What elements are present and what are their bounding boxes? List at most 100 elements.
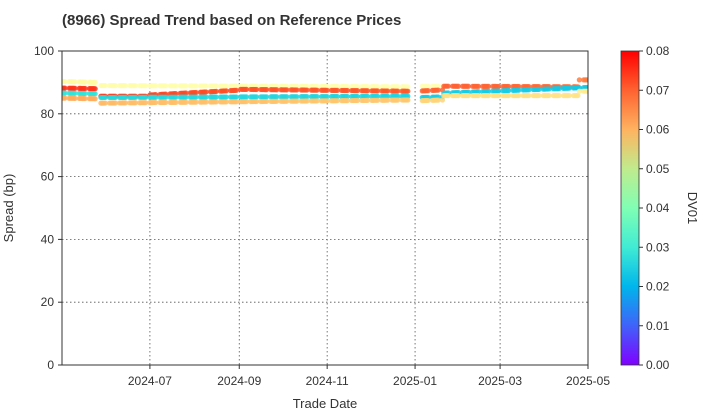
data-point <box>62 90 68 96</box>
data-point <box>344 87 350 94</box>
data-point <box>546 92 552 99</box>
data-point <box>465 92 471 99</box>
data-point <box>193 94 199 100</box>
data-point <box>294 94 300 100</box>
data-point <box>435 97 441 103</box>
y-tick-label: 40 <box>41 232 55 246</box>
data-point <box>183 90 189 96</box>
data-point <box>183 83 189 89</box>
x-tick-label: 2024-09 <box>217 374 261 388</box>
data-point <box>314 98 320 104</box>
data-point <box>72 95 78 101</box>
y-tick-label: 20 <box>41 295 55 309</box>
data-point <box>112 100 118 106</box>
data-point <box>485 88 492 94</box>
data-point <box>354 83 361 90</box>
data-point <box>364 88 371 94</box>
colorbar-ticks: 0.00 0.01 0.02 0.03 0.04 0.05 0.06 0.07 0.08 <box>639 44 670 372</box>
data-point <box>364 93 371 99</box>
data-point <box>314 87 320 93</box>
data-point <box>243 99 250 105</box>
data-point <box>435 83 441 89</box>
data-point <box>122 83 129 89</box>
y-tick-label: 0 <box>47 358 54 372</box>
data-point <box>122 100 129 106</box>
data-point <box>92 91 98 97</box>
data-point <box>153 83 159 89</box>
colorbar-tick-label: 0.08 <box>646 44 670 58</box>
data-point <box>465 83 471 89</box>
data-point <box>546 86 552 92</box>
data-point <box>62 78 68 85</box>
data-point <box>193 89 199 96</box>
data-point <box>304 94 310 100</box>
x-tick-label: 2025-01 <box>393 374 437 388</box>
data-point <box>556 85 562 92</box>
data-point <box>344 98 350 104</box>
data-point <box>153 99 159 106</box>
data-point <box>82 95 88 102</box>
data-point <box>354 93 361 100</box>
data-point <box>304 98 310 104</box>
data-point <box>445 92 451 99</box>
data-point <box>163 83 169 89</box>
data-point <box>102 82 108 89</box>
data-point <box>485 92 492 99</box>
chart-title: (8966) Spread Trend based on Reference P… <box>62 12 401 29</box>
data-point <box>102 100 108 106</box>
data-point <box>193 83 199 89</box>
data-point <box>203 94 209 100</box>
x-axis-label: Trade Date <box>293 396 358 411</box>
data-point <box>284 87 290 93</box>
data-point <box>72 90 78 96</box>
data-point <box>576 88 582 94</box>
data-point <box>334 98 340 104</box>
data-point <box>425 97 431 104</box>
data-point <box>92 96 98 102</box>
data-point <box>496 83 502 90</box>
data-point <box>92 86 98 92</box>
data-point <box>334 93 340 100</box>
data-point <box>274 98 280 104</box>
data-point <box>264 87 270 93</box>
data-point <box>82 90 88 97</box>
x-tick-label: 2024-11 <box>306 374 349 388</box>
data-point <box>324 87 330 93</box>
data-point <box>213 99 219 105</box>
data-point <box>536 86 542 92</box>
data-point <box>475 83 482 89</box>
data-point <box>294 98 300 104</box>
data-point <box>496 92 502 99</box>
data-point <box>112 94 118 101</box>
data-point <box>173 94 179 100</box>
data-point <box>223 94 229 100</box>
colorbar-tick-label: 0.04 <box>646 201 670 215</box>
data-point <box>425 88 431 94</box>
data-point <box>385 93 391 99</box>
data-point <box>82 79 88 85</box>
data-point <box>506 92 512 99</box>
data-point <box>274 87 280 93</box>
data-point <box>395 84 401 90</box>
data-point <box>284 94 290 100</box>
data-point <box>62 95 68 101</box>
data-point <box>233 99 239 105</box>
data-point <box>344 93 350 100</box>
data-point <box>173 99 179 105</box>
data-point <box>576 77 582 83</box>
data-point <box>526 92 532 99</box>
colorbar-tick-label: 0.01 <box>646 319 670 333</box>
data-point <box>324 98 330 104</box>
data-point <box>173 83 179 89</box>
data-point <box>72 79 78 85</box>
data-point <box>203 99 209 105</box>
data-point <box>253 94 260 100</box>
data-point <box>575 92 581 99</box>
data-point <box>233 94 239 100</box>
data-point <box>439 97 446 103</box>
data-point <box>223 88 229 94</box>
data-point <box>395 88 401 94</box>
data-point <box>274 94 280 100</box>
data-point <box>142 100 149 106</box>
